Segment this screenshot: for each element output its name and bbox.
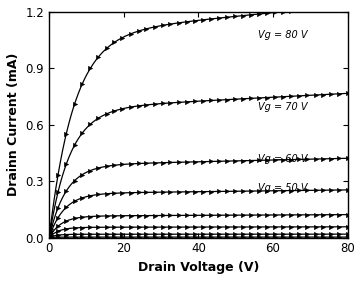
Text: Vg = 80 V: Vg = 80 V (258, 30, 308, 40)
Text: Vg = 70 V: Vg = 70 V (258, 102, 308, 112)
X-axis label: Drain Voltage (V): Drain Voltage (V) (138, 261, 259, 274)
Y-axis label: Drainn Current (mA): Drainn Current (mA) (7, 53, 20, 196)
Text: Vg = 60 V: Vg = 60 V (258, 154, 308, 164)
Text: Vg = 50 V: Vg = 50 V (258, 183, 308, 192)
